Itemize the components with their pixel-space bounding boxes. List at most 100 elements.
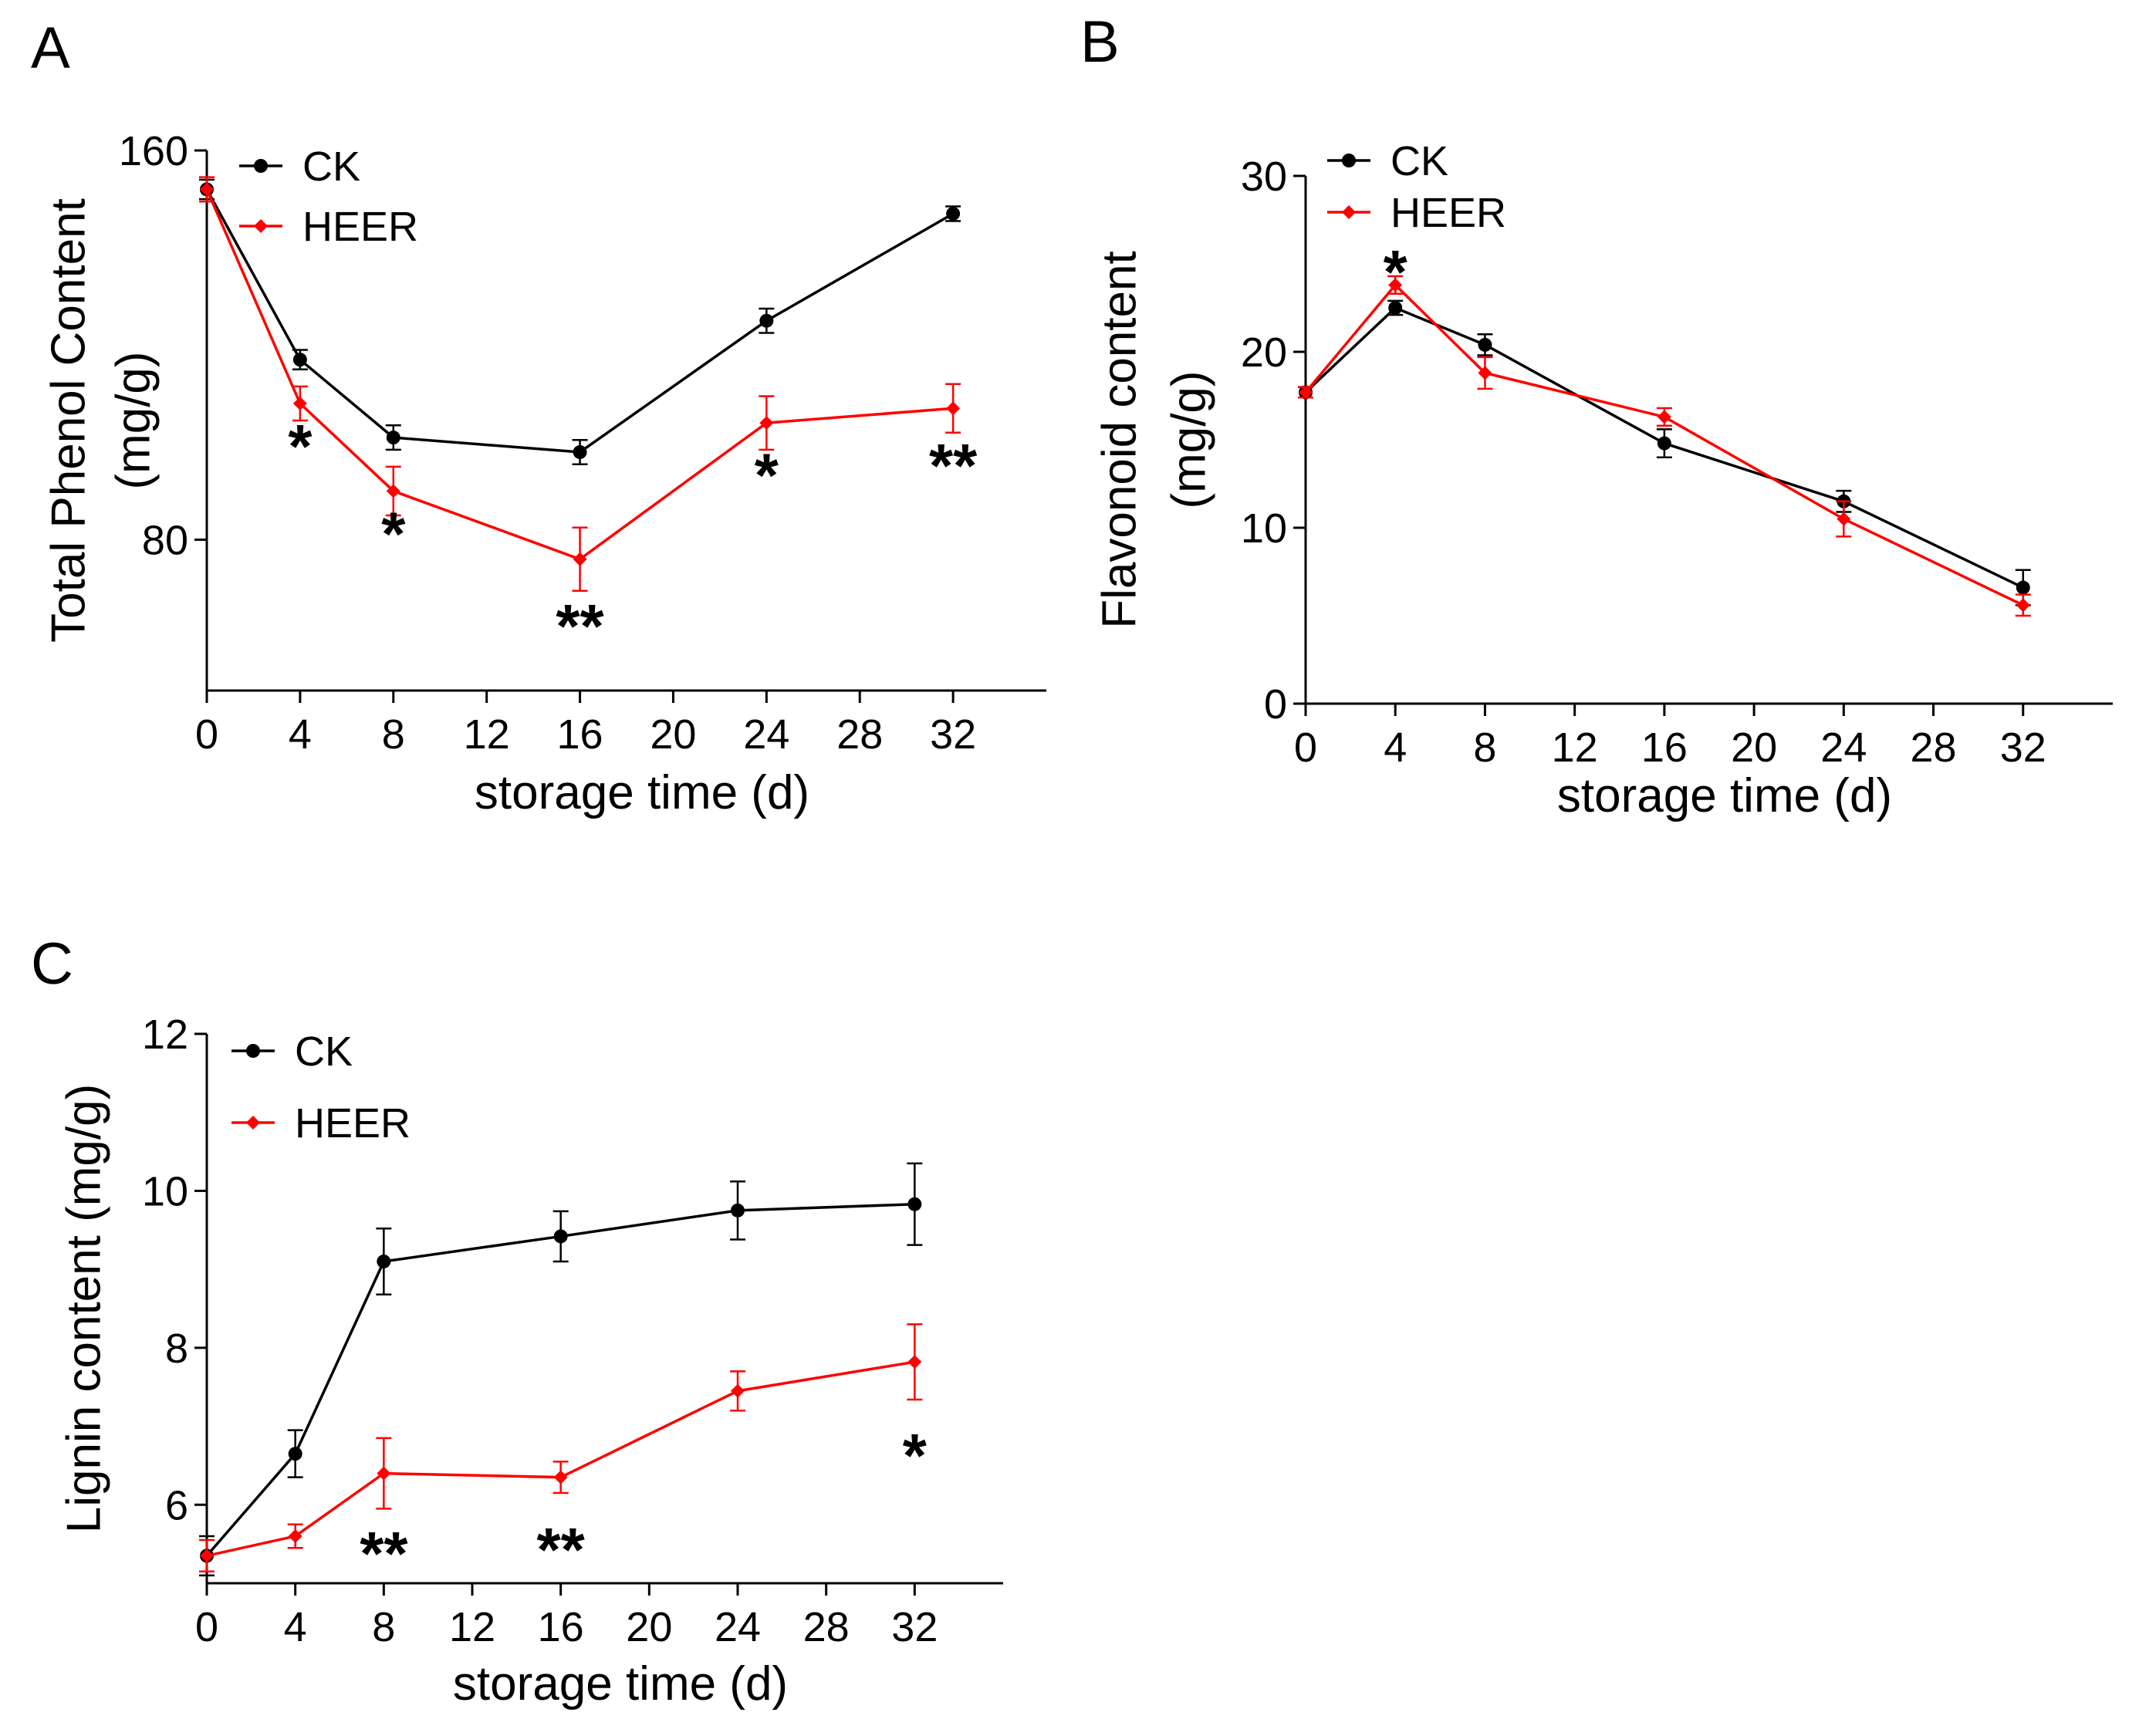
x-tick-label: 32 — [930, 711, 976, 758]
y-tick-label: 20 — [1241, 329, 1287, 376]
significance-label: * — [381, 499, 406, 568]
data-point-ck — [1388, 301, 1403, 315]
significance-label: * — [903, 1421, 928, 1490]
data-point-heer — [907, 1355, 922, 1370]
data-point-ck — [377, 1254, 391, 1268]
data-point-ck — [731, 1203, 745, 1218]
legend-label-ck: CK — [295, 1028, 353, 1075]
chart-panel-a: A 0 4 8 12 16 20 24 28 32 80 160 storage time (d) Tot… — [31, 15, 1046, 819]
x-tick-label: 0 — [1294, 724, 1317, 771]
data-point-heer — [553, 1470, 568, 1484]
legend-marker-heer — [254, 219, 268, 233]
series-line-ck — [205, 1202, 915, 1557]
x-tick-label: 12 — [1552, 724, 1598, 771]
legend-marker-heer — [1342, 205, 1356, 219]
legend-label-heer: HEER — [295, 1100, 411, 1147]
y-tick-label: 30 — [1241, 154, 1287, 200]
x-tick-label: 28 — [803, 1604, 850, 1650]
y-tick-label: 0 — [1264, 681, 1287, 728]
significance-label: ** — [360, 1519, 408, 1588]
significance-label: ** — [537, 1515, 586, 1584]
x-tick-label: 28 — [836, 711, 883, 758]
y-axis-title: Lignin content (mg/g) — [58, 1084, 111, 1533]
data-point-ck — [553, 1229, 568, 1244]
x-tick-label: 24 — [743, 711, 789, 758]
legend-marker-heer — [246, 1116, 260, 1130]
legend-marker-ck — [246, 1044, 260, 1058]
y-axis-title: Flavonoid content — [1093, 251, 1147, 628]
data-point-heer — [200, 182, 214, 197]
data-point-heer — [1657, 410, 1671, 424]
x-tick-label: 4 — [284, 1604, 307, 1650]
x-tick-label: 8 — [372, 1604, 395, 1650]
data-point-heer — [1837, 512, 1851, 526]
series-line-heer — [206, 1360, 915, 1558]
x-tick-label: 0 — [195, 1604, 218, 1650]
significance-label: ** — [556, 592, 604, 660]
x-tick-label: 12 — [449, 1604, 495, 1650]
data-point-ck — [573, 444, 587, 459]
x-tick-label: 28 — [1911, 724, 1957, 771]
x-tick-label: 32 — [891, 1604, 938, 1650]
data-point-heer — [288, 1528, 302, 1543]
data-point-heer — [1388, 278, 1403, 292]
y-axis-title: (mg/g) — [107, 351, 161, 489]
significance-label: * — [755, 441, 779, 510]
legend-label-ck: CK — [1391, 138, 1448, 184]
y-tick-label: 160 — [119, 128, 188, 174]
significance-label: * — [1384, 238, 1408, 306]
x-tick-label: 24 — [715, 1604, 761, 1650]
x-tick-label: 20 — [650, 711, 696, 758]
series-line-ck — [205, 188, 954, 454]
legend-label-ck: CK — [302, 144, 360, 190]
data-point-heer — [1478, 366, 1492, 380]
data-point-heer — [292, 396, 307, 410]
data-point-ck — [292, 353, 307, 367]
x-tick-label: 12 — [464, 711, 510, 758]
y-axis-title: (mg/g) — [1163, 370, 1216, 508]
data-point-ck — [386, 431, 400, 445]
panel-letter: B — [1080, 9, 1120, 75]
data-point-heer — [1299, 385, 1313, 400]
data-point-heer — [200, 1549, 214, 1563]
data-point-ck — [946, 206, 961, 221]
x-tick-label: 4 — [289, 711, 312, 758]
panel-letter: C — [31, 931, 73, 997]
x-tick-label: 20 — [626, 1604, 672, 1650]
significance-label: ** — [929, 431, 978, 500]
legend-label-heer: HEER — [302, 204, 418, 250]
legend-label-heer: HEER — [1391, 190, 1506, 236]
x-tick-label: 8 — [382, 711, 405, 758]
x-tick-label: 16 — [557, 711, 603, 758]
y-tick-label: 10 — [142, 1168, 188, 1214]
x-axis-title: storage time (d) — [1557, 769, 1892, 822]
chart-panel-c: C 0 4 8 12 16 20 24 28 32 6 8 10 12 storage time (d) Li… — [31, 931, 1003, 1711]
x-axis-title: storage time (d) — [453, 1657, 788, 1711]
data-point-heer — [377, 1466, 391, 1481]
legend-marker-ck — [254, 159, 268, 173]
x-tick-label: 24 — [1820, 724, 1867, 771]
x-tick-label: 16 — [1641, 724, 1688, 771]
x-tick-label: 20 — [1731, 724, 1777, 771]
data-point-ck — [1478, 337, 1492, 352]
y-tick-label: 12 — [142, 1012, 188, 1058]
data-point-heer — [731, 1383, 745, 1398]
data-point-heer — [946, 401, 961, 416]
data-point-heer — [2016, 598, 2030, 613]
data-point-ck — [1657, 436, 1671, 451]
significance-label: * — [288, 412, 313, 481]
y-tick-label: 8 — [165, 1326, 188, 1372]
x-tick-label: 32 — [2000, 724, 2046, 771]
y-tick-label: 80 — [142, 518, 188, 564]
y-tick-label: 10 — [1241, 505, 1287, 552]
legend-marker-ck — [1342, 154, 1356, 167]
panel-letter: A — [31, 15, 70, 81]
data-point-heer — [386, 484, 400, 498]
x-tick-label: 0 — [195, 711, 218, 758]
data-point-heer — [759, 416, 774, 431]
data-point-heer — [573, 552, 587, 566]
chart-panel-b: B 0 4 8 12 16 20 24 28 32 0 10 20 30 storage time (d) F… — [1080, 9, 2113, 822]
data-point-ck — [907, 1197, 922, 1211]
x-tick-label: 16 — [538, 1604, 584, 1650]
